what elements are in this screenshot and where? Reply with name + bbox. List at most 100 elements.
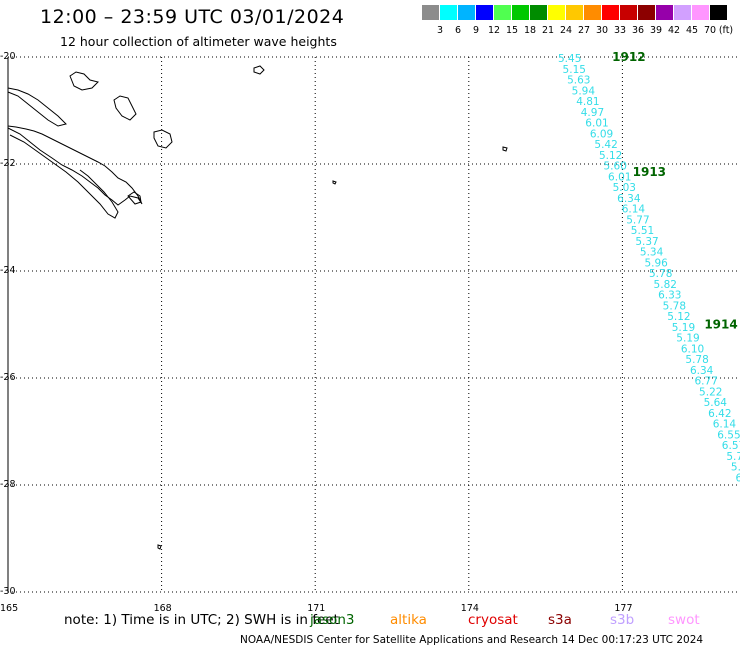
matthew-islet bbox=[332, 180, 337, 185]
legend-swatch bbox=[476, 5, 493, 20]
pass-time-label: 1912 bbox=[612, 50, 645, 64]
swh-value: 5.96 bbox=[644, 257, 668, 269]
pass-time-label: 1913 bbox=[633, 165, 666, 179]
legend-swatch bbox=[620, 5, 637, 20]
legend-swatch bbox=[548, 5, 565, 20]
longitude-label: 165 bbox=[0, 603, 19, 614]
legend-label: 15 bbox=[505, 25, 519, 36]
legend-swatch bbox=[710, 5, 727, 20]
swh-value: 6.10 bbox=[681, 343, 704, 355]
reef-outline bbox=[7, 87, 67, 127]
swh-value: 6.01 bbox=[608, 171, 631, 183]
swh-value: 5.94 bbox=[572, 85, 596, 97]
swh-value: 6.34 bbox=[690, 365, 714, 377]
new-caledonia-coastline bbox=[7, 125, 143, 206]
latitude-label: -22 bbox=[0, 158, 16, 169]
legend-label: 36 bbox=[631, 25, 645, 36]
swh-value: 6.01 bbox=[585, 118, 608, 130]
coastlines bbox=[7, 65, 508, 550]
swh-value: 5.78 bbox=[685, 354, 708, 366]
swh-value: 6 bbox=[735, 472, 740, 484]
legend-label: 21 bbox=[541, 25, 555, 36]
swh-value: 6.77 bbox=[695, 376, 718, 388]
latitude-label: -20 bbox=[0, 51, 16, 62]
new-caledonia-coastline-inner bbox=[9, 134, 119, 219]
swh-value: 5.63 bbox=[567, 75, 590, 87]
legend-label: 18 bbox=[523, 25, 537, 36]
swh-value: 4.97 bbox=[581, 107, 604, 119]
legend-swatch bbox=[422, 5, 439, 20]
swh-value: 6.55 bbox=[717, 429, 740, 441]
latitude-label: -24 bbox=[0, 265, 16, 276]
legend-label: (ft) bbox=[718, 25, 734, 36]
swh-value: 5.22 bbox=[699, 386, 722, 398]
swh-value: 4.81 bbox=[576, 96, 599, 108]
legend-swatch bbox=[692, 5, 709, 20]
swh-value: 6.42 bbox=[708, 408, 731, 420]
legend-label: 3 bbox=[436, 25, 444, 36]
legend-swatch bbox=[440, 5, 457, 20]
satellite-label-jason3: jason3 bbox=[310, 612, 355, 628]
legend-label: 6 bbox=[454, 25, 462, 36]
south-islet bbox=[157, 544, 162, 550]
legend-swatch bbox=[530, 5, 547, 20]
swh-value: 5.64 bbox=[704, 397, 728, 409]
legend-swatch bbox=[512, 5, 529, 20]
mare-coastline bbox=[153, 129, 173, 149]
swh-value: 5.12 bbox=[667, 311, 690, 323]
swh-value: 6.14 bbox=[622, 204, 646, 216]
swh-value: 6.57 bbox=[722, 440, 740, 452]
pass-time-label: 1914 bbox=[704, 318, 737, 332]
swh-value: 6.33 bbox=[658, 290, 681, 302]
swh-value: 6.34 bbox=[617, 193, 641, 205]
legend-label: 42 bbox=[667, 25, 681, 36]
swh-value: 5.42 bbox=[594, 139, 617, 151]
legend-swatch bbox=[566, 5, 583, 20]
legend-swatch bbox=[584, 5, 601, 20]
page-title: 12:00 – 23:59 UTC 03/01/2024 bbox=[40, 6, 345, 28]
legend-label: 45 bbox=[685, 25, 699, 36]
latitude-label: -30 bbox=[0, 586, 16, 597]
swh-value: 5.34 bbox=[640, 247, 664, 259]
swh-value: 5.7 bbox=[726, 451, 740, 463]
swh-value: 5.19 bbox=[672, 322, 695, 334]
satellite-label-altika: altika bbox=[390, 612, 427, 628]
footer-note: note: 1) Time is in UTC; 2) SWH is in fe… bbox=[64, 612, 339, 628]
credit-line: NOAA/NESDIS Center for Satellite Applica… bbox=[240, 634, 704, 646]
graticule bbox=[7, 56, 740, 593]
swh-value: 5. bbox=[731, 462, 740, 474]
longitude-label: 174 bbox=[460, 603, 479, 614]
legend-swatch bbox=[602, 5, 619, 20]
legend-label: 24 bbox=[559, 25, 573, 36]
hunter-islet bbox=[502, 146, 508, 152]
satellite-label-s3a: s3a bbox=[548, 612, 572, 628]
swh-value: 5.78 bbox=[649, 268, 672, 280]
swh-value: 5.45 bbox=[558, 53, 581, 65]
longitude-label: 177 bbox=[614, 603, 633, 614]
legend-swatch bbox=[494, 5, 511, 20]
swh-value: 5.82 bbox=[654, 279, 677, 291]
swh-value: 6.09 bbox=[590, 128, 613, 140]
swh-value: 5.37 bbox=[635, 236, 658, 248]
ouvea-coastline bbox=[69, 71, 99, 91]
swh-value: 5.03 bbox=[613, 182, 636, 194]
legend-swatch bbox=[656, 5, 673, 20]
legend-swatch bbox=[638, 5, 655, 20]
swh-value: 5.15 bbox=[563, 64, 586, 76]
swh-value: 5.51 bbox=[631, 225, 654, 237]
swh-value: 6.14 bbox=[713, 419, 737, 431]
legend-label: 70 bbox=[703, 25, 717, 36]
longitude-label: 168 bbox=[153, 603, 172, 614]
satellite-label-cryosat: cryosat bbox=[468, 612, 518, 628]
legend-label: 27 bbox=[577, 25, 591, 36]
swh-value: 5.78 bbox=[663, 300, 686, 312]
isle-of-pines-coastline bbox=[127, 191, 142, 205]
lifou-coastline bbox=[113, 95, 137, 121]
swh-value: 5.77 bbox=[626, 214, 649, 226]
satellite-label-swot: swot bbox=[668, 612, 700, 628]
latitude-label: -28 bbox=[0, 479, 16, 490]
swh-value: 5.12 bbox=[599, 150, 622, 162]
legend-label: 12 bbox=[487, 25, 501, 36]
legend-swatch bbox=[458, 5, 475, 20]
